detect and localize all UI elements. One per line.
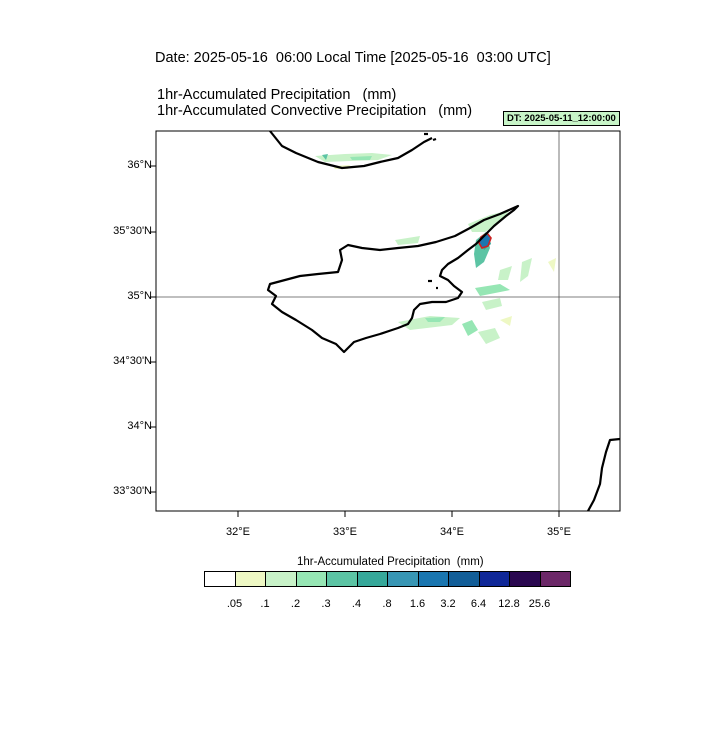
precip-patch-south-core <box>425 317 445 322</box>
colorbar-swatch <box>234 571 266 587</box>
colorbar-label: 12.8 <box>498 598 520 610</box>
colorbar-label: 1.6 <box>409 598 426 610</box>
colorbar-swatch <box>356 571 388 587</box>
colorbar-swatch <box>417 571 449 587</box>
lat-label-34n: 34°N <box>127 420 152 432</box>
colorbar-label: .3 <box>321 598 331 610</box>
lat-label-35-30n: 35°30'N <box>113 225 152 237</box>
lon-label-35e: 35°E <box>547 526 571 538</box>
colorbar-label: .8 <box>382 598 392 610</box>
coastlines <box>266 130 621 512</box>
colorbar-label: 6.4 <box>470 598 487 610</box>
lat-label-33-30n: 33°30'N <box>113 485 152 497</box>
colorbar-swatch <box>204 571 236 587</box>
precip-patch-north-coast-core <box>322 154 328 160</box>
precip-patch-southeast-2 <box>478 328 500 344</box>
colorbar-swatch <box>387 571 419 587</box>
colorbar-label: .2 <box>290 598 301 610</box>
precip-patch-southeast-4 <box>500 316 512 326</box>
variable-title-convective: 1hr-Accumulated Convective Precipitation… <box>157 103 473 119</box>
colorbar-swatch <box>326 571 358 587</box>
precip-patch-east-1 <box>475 284 510 296</box>
colorbar-swatch <box>509 571 541 587</box>
colorbar-label: 25.6 <box>528 598 551 610</box>
precip-patch-southeast-3 <box>482 298 502 310</box>
colorbar-swatch <box>539 571 571 587</box>
colorbar-swatch <box>448 571 480 587</box>
lat-label-36n: 36°N <box>127 159 152 171</box>
precip-patch-east-3 <box>520 258 532 282</box>
lat-label-35n: 35°N <box>127 290 152 302</box>
forecast-init-badge: DT: 2025-05-11_12:00:00 <box>503 111 620 126</box>
map-gridlines <box>156 131 620 511</box>
precip-patch-east-4 <box>548 258 556 272</box>
precip-patch-southeast-1 <box>462 320 478 336</box>
precip-patch-east-2 <box>498 266 512 280</box>
lon-label-32e: 32°E <box>226 526 250 538</box>
colorbar-label: .05 <box>226 598 243 610</box>
colorbar-label: .4 <box>351 598 362 610</box>
precip-patch-kyrenia <box>395 236 420 245</box>
colorbar-swatch <box>478 571 510 587</box>
levant-coastline <box>587 437 621 512</box>
colorbar-label: .1 <box>260 598 270 610</box>
date-title: Date: 2025-05-16 06:00 Local Time [2025-… <box>155 50 551 66</box>
colorbar-label: 3.2 <box>440 598 456 610</box>
colorbar-swatch <box>265 571 297 587</box>
variable-title-precipitation: 1hr-Accumulated Precipitation (mm) <box>157 87 397 103</box>
precipitation-field <box>315 153 556 344</box>
colorbar-swatch <box>295 571 327 587</box>
lon-label-33e: 33°E <box>333 526 357 538</box>
precip-patch-north-core <box>350 156 372 160</box>
legend-title: 1hr-Accumulated Precipitation (mm) <box>297 556 484 568</box>
axis-ticks <box>150 165 560 517</box>
turkey-coast-islet-2 <box>432 137 437 142</box>
lon-label-34e: 34°E <box>440 526 464 538</box>
turkey-coastline <box>269 130 433 170</box>
precip-patch-karpas <box>468 210 510 232</box>
precip-patch-south-1 <box>398 316 460 330</box>
cyprus-coastline <box>266 204 520 354</box>
map-frame <box>155 130 621 512</box>
lat-label-34-30n: 34°30'N <box>113 355 152 367</box>
